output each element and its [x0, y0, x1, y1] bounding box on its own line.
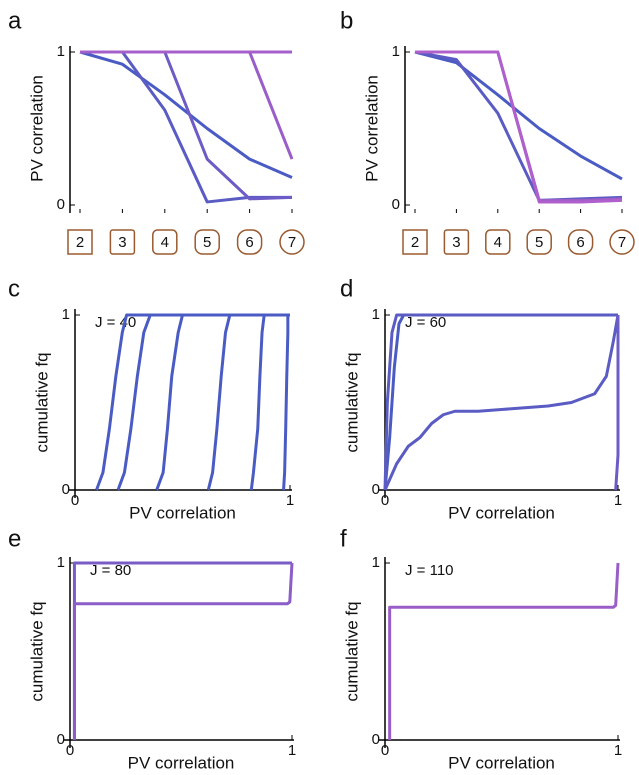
x-tick-label: 7 — [618, 234, 626, 251]
shape-icon — [443, 229, 470, 255]
x-tick-label: 7 — [288, 234, 296, 251]
line-series — [388, 562, 620, 740]
y-axis-label: cumulative fq — [27, 601, 46, 701]
y-axis-label: cumulative fq — [342, 352, 361, 452]
x-tick-label: 2 — [411, 234, 419, 251]
annotation: J = 110 — [405, 562, 454, 579]
y-axis-label: PV correlation — [362, 75, 381, 182]
x-tick-label: 1 — [614, 492, 622, 509]
line-series — [79, 50, 293, 179]
x-tick-label: 5 — [203, 234, 211, 251]
annotation: J = 80 — [90, 562, 131, 579]
panel-label: f — [340, 525, 347, 552]
y-tick-label: 0 — [57, 731, 65, 748]
x-tick-label: 6 — [576, 234, 584, 251]
line-series — [155, 313, 290, 491]
x-tick-label: 3 — [452, 234, 460, 251]
y-axis-label: cumulative fq — [342, 601, 361, 701]
line-series — [80, 50, 292, 204]
y-tick-label: 0 — [372, 481, 380, 498]
shape-icon — [236, 229, 263, 255]
y-tick-label: 1 — [392, 43, 400, 60]
y-tick-label: 0 — [372, 731, 380, 748]
line-series — [80, 50, 293, 201]
line-series — [383, 313, 618, 491]
line-series — [72, 561, 292, 740]
line-series — [414, 50, 623, 181]
y-axis-label: PV correlation — [27, 75, 46, 182]
x-axis-label: PV correlation — [128, 753, 235, 772]
y-tick-label: 0 — [392, 196, 400, 213]
x-axis-label: PV correlation — [129, 503, 236, 522]
x-tick-label: 2 — [76, 234, 84, 251]
x-tick-label: 1 — [288, 742, 296, 759]
shape-icon — [485, 229, 511, 255]
line-series — [282, 313, 290, 491]
line-series — [116, 313, 290, 491]
x-tick-label: 0 — [381, 742, 389, 759]
panel-label: b — [340, 7, 353, 34]
panel-label: e — [8, 525, 21, 552]
x-tick-label: 1 — [286, 492, 294, 509]
shape-icon — [109, 229, 136, 255]
x-tick-label: 5 — [535, 234, 543, 251]
shape-icon — [152, 229, 178, 255]
shape-icon — [194, 229, 220, 255]
line-series — [415, 50, 623, 204]
annotation: J = 40 — [95, 314, 136, 331]
line-series — [72, 562, 294, 740]
shape-icon — [402, 229, 428, 255]
y-tick-label: 0 — [62, 481, 70, 498]
shape-icon — [609, 229, 635, 255]
panel-label: a — [8, 7, 22, 34]
line-series — [249, 313, 290, 491]
x-tick-label: 0 — [71, 492, 79, 509]
y-tick-label: 1 — [57, 554, 65, 571]
shape-icon — [567, 229, 594, 255]
shape-icon — [526, 229, 552, 255]
line-series — [414, 50, 623, 202]
x-tick-label: 0 — [66, 742, 74, 759]
x-tick-label: 6 — [245, 234, 253, 251]
panel-label: d — [340, 275, 353, 302]
x-axis-label: PV correlation — [448, 753, 555, 772]
x-tick-label: 4 — [494, 234, 502, 251]
panel-label: c — [8, 275, 20, 302]
x-tick-label: 1 — [614, 742, 622, 759]
y-tick-label: 0 — [57, 196, 65, 213]
line-series — [206, 313, 290, 491]
line-series — [383, 314, 620, 491]
y-tick-label: 1 — [62, 306, 70, 323]
line-series — [614, 315, 620, 491]
shape-icon — [279, 229, 305, 255]
shape-icon — [67, 229, 93, 255]
x-tick-label: 3 — [118, 234, 126, 251]
line-series — [383, 313, 618, 491]
x-tick-label: 4 — [161, 234, 169, 251]
y-tick-label: 1 — [372, 554, 380, 571]
annotation: J = 60 — [405, 314, 446, 331]
y-axis-label: cumulative fq — [32, 352, 51, 452]
x-tick-label: 0 — [381, 492, 389, 509]
x-axis-label: PV correlation — [448, 503, 555, 522]
y-tick-label: 1 — [57, 43, 65, 60]
y-tick-label: 1 — [372, 306, 380, 323]
line-series — [95, 313, 290, 491]
